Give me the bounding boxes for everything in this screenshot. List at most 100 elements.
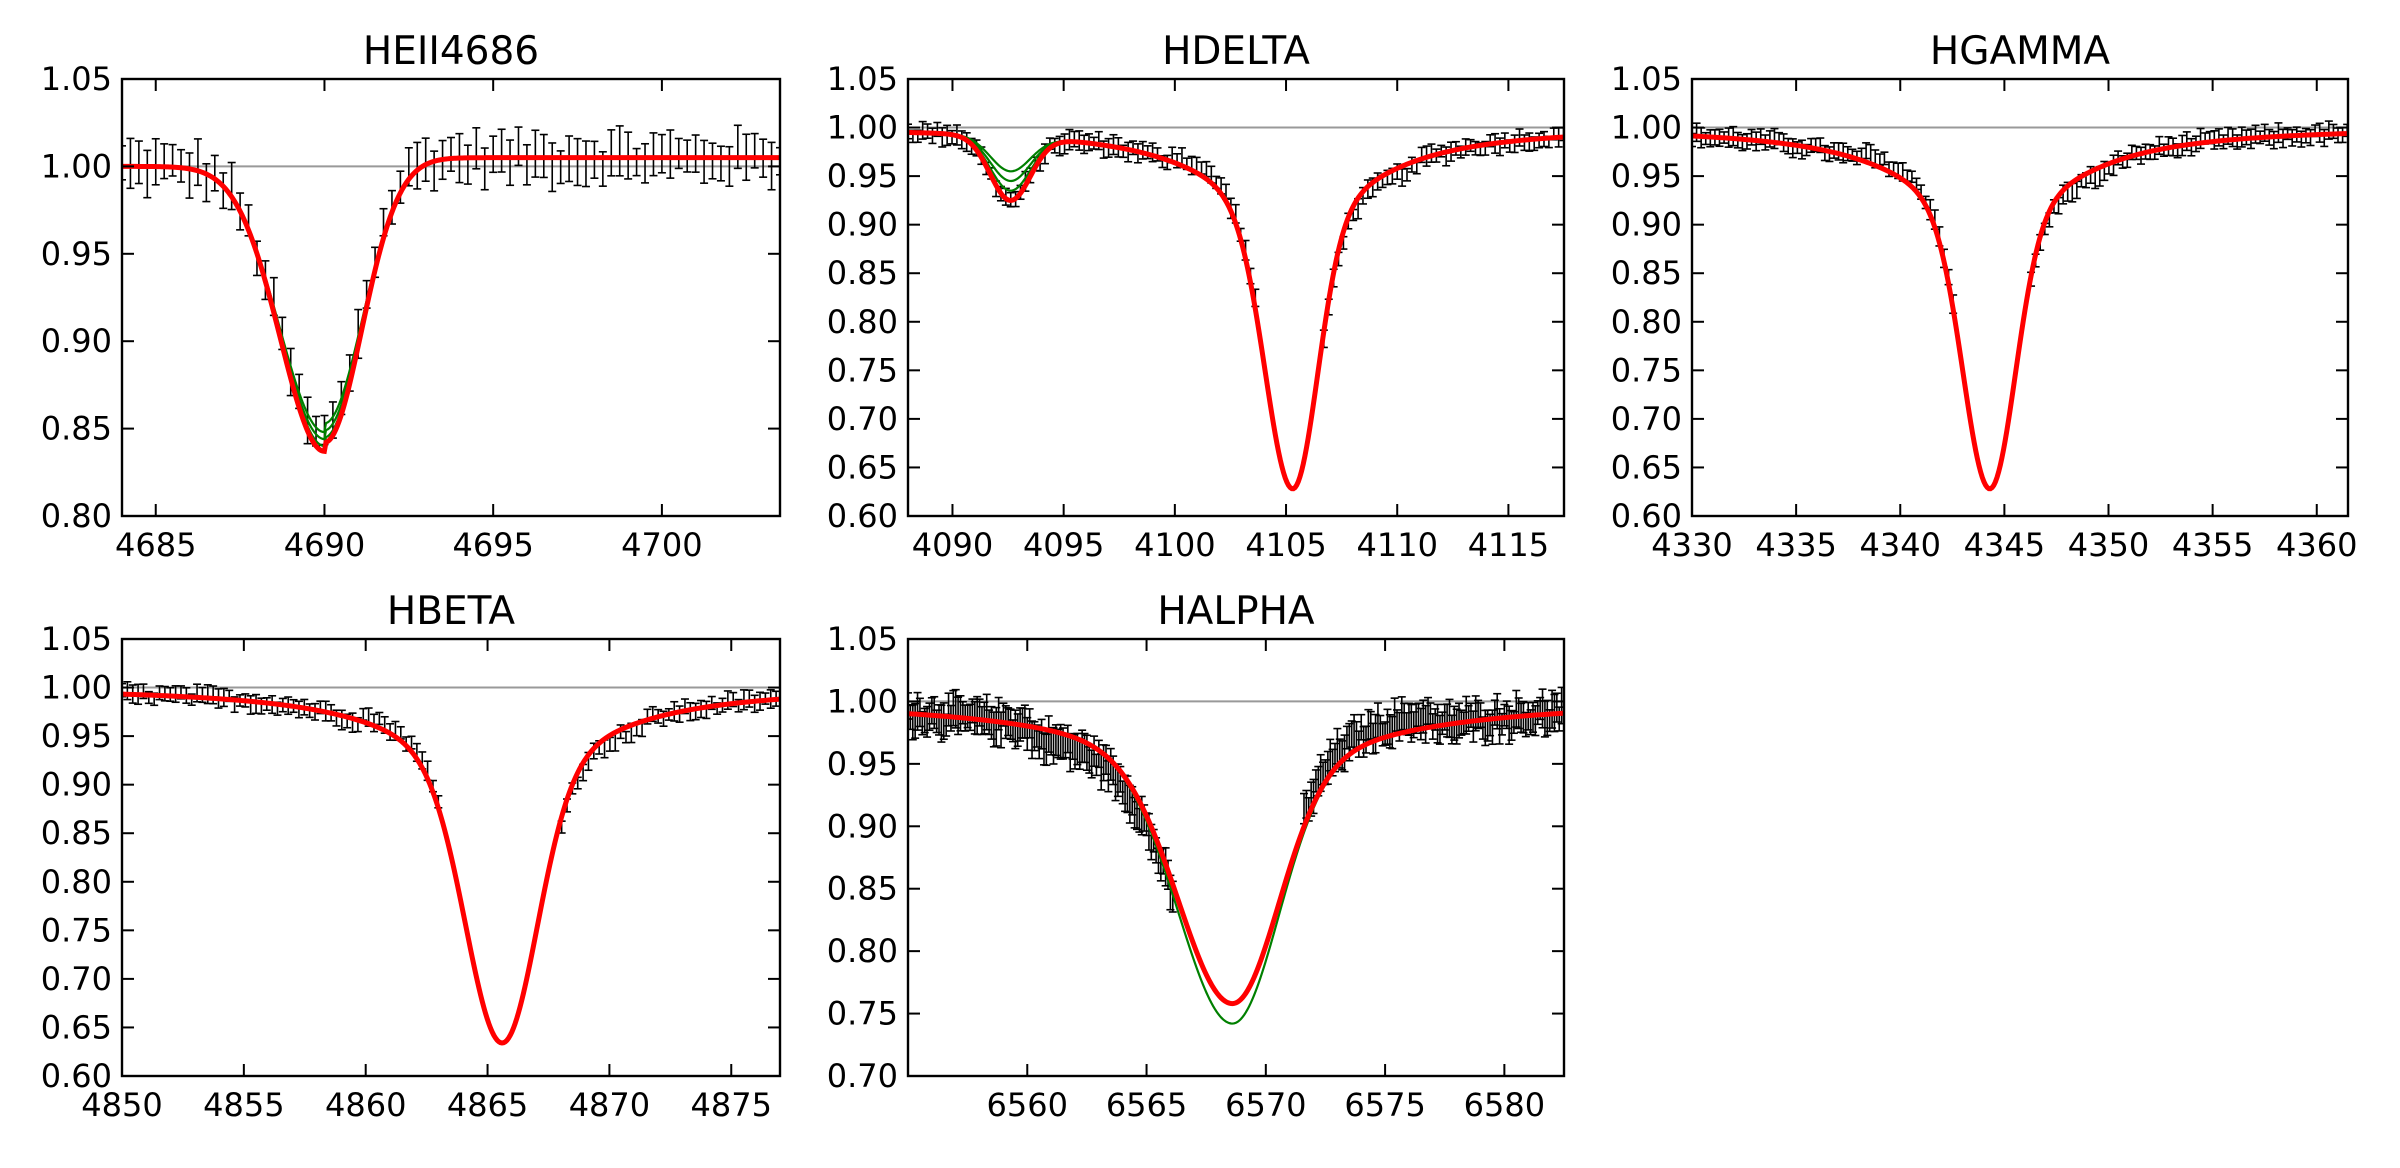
y-tick-label: 0.70 — [827, 400, 898, 438]
data-point — [1515, 128, 1524, 147]
data-point — [1474, 699, 1483, 730]
x-tick-label: 4865 — [447, 1086, 528, 1124]
y-tick-label: 0.70 — [41, 960, 112, 998]
y-tick-label: 0.75 — [827, 995, 898, 1033]
plot-area-hdelta — [908, 120, 1564, 492]
data-point — [2306, 128, 2315, 147]
y-tick-label: 0.75 — [827, 351, 898, 389]
data-point — [463, 144, 472, 185]
data-point — [210, 154, 219, 192]
x-tick-label: 4855 — [203, 1086, 284, 1124]
y-tick-label: 1.00 — [827, 109, 898, 147]
y-tick-label: 0.75 — [1611, 351, 1682, 389]
data-point — [708, 142, 717, 180]
y-tick-label: 0.80 — [827, 932, 898, 970]
data-point — [649, 132, 658, 177]
data-point — [522, 143, 531, 186]
x-tick-label: 4690 — [284, 526, 365, 564]
panel-title-hbeta: HBETA — [387, 589, 516, 634]
y-tick-label: 1.00 — [827, 682, 898, 720]
plot-area-halpha — [908, 686, 1564, 1025]
panel-title-halpha: HALPHA — [1157, 589, 1315, 634]
series-best-fit — [122, 691, 780, 1046]
x-tick-label: 4360 — [2276, 526, 2357, 564]
data-point — [918, 120, 927, 140]
axes-frame-hdelta — [906, 77, 1566, 518]
x-tick-label: 6565 — [1106, 1086, 1187, 1124]
data-point — [581, 140, 590, 188]
series-best-fit — [1692, 131, 2348, 492]
y-tick-label: 0.65 — [41, 1008, 112, 1046]
x-tick-label: 6580 — [1464, 1086, 1545, 1124]
data-point — [1495, 707, 1504, 745]
plot-area-hbeta — [122, 680, 780, 1046]
data-point — [489, 135, 498, 174]
x-tick-label: 4685 — [115, 526, 196, 564]
data-point — [472, 127, 481, 170]
panel-hgamma: HGAMMA 4330 4335 4340 4345 4350 4355 4360 0.60 0… — [1611, 29, 2358, 564]
x-tick-label: 4100 — [1134, 526, 1215, 564]
panel-title-hgamma: HGAMMA — [1930, 29, 2111, 74]
axes-frame-hgamma — [1690, 77, 2350, 518]
y-tick-label: 0.60 — [41, 1057, 112, 1095]
data-point — [938, 127, 947, 148]
data-point — [632, 147, 641, 177]
data-point — [1055, 135, 1064, 157]
y-tick-label: 0.95 — [41, 235, 112, 273]
data-point — [725, 145, 734, 187]
data-point — [657, 133, 666, 174]
data-point — [641, 142, 650, 184]
y-tick-label: 0.85 — [827, 254, 898, 292]
series-best-fit — [908, 129, 1564, 492]
data-point — [1543, 699, 1552, 737]
data-point — [531, 129, 540, 178]
data-point — [2274, 122, 2283, 144]
y-tick-label: 0.85 — [41, 410, 112, 448]
data-point — [573, 137, 582, 187]
x-tick-label: 4355 — [2172, 526, 2253, 564]
y-tick-label: 0.90 — [827, 807, 898, 845]
y-tick-label: 1.00 — [41, 669, 112, 707]
y-tick-label: 1.00 — [41, 147, 112, 185]
data-point — [447, 136, 455, 172]
data-point — [1462, 695, 1471, 735]
data-point — [193, 138, 202, 187]
data-point — [1403, 167, 1412, 182]
data-point — [168, 143, 177, 177]
axes-frame-hbeta — [120, 637, 782, 1078]
x-tick-label: 6560 — [987, 1086, 1068, 1124]
x-tick-label: 4335 — [1755, 526, 1836, 564]
y-tick-label: 1.05 — [1611, 60, 1682, 98]
series-best-fit — [122, 155, 780, 455]
y-tick-label: 0.95 — [827, 157, 898, 195]
y-tick-label: 0.80 — [41, 863, 112, 901]
x-tick-label: 4090 — [912, 526, 993, 564]
x-tick-label: 4875 — [691, 1086, 772, 1124]
x-tick-label: 4700 — [621, 526, 702, 564]
y-tick-label: 0.95 — [827, 745, 898, 783]
data-point — [548, 142, 557, 193]
panel-halpha: HALPHA 6560 6565 6570 6575 6580 0.70 0.75 0.80 0… — [827, 589, 1566, 1124]
panel-title-heii4686: HEII4686 — [363, 29, 539, 74]
data-point — [2109, 154, 2118, 177]
data-point — [674, 137, 683, 170]
data-point — [691, 134, 700, 173]
y-tick-label: 1.05 — [41, 620, 112, 658]
data-point — [413, 141, 422, 190]
data-point — [185, 152, 194, 199]
data-point — [1770, 127, 1779, 150]
y-tick-label: 0.90 — [41, 766, 112, 804]
panel-hdelta: HDELTA 4090 4095 4100 4105 4110 4115 0.60 0.65 0… — [827, 29, 1566, 564]
y-tick-label: 0.75 — [41, 911, 112, 949]
data-point — [227, 161, 236, 211]
data-point — [421, 137, 430, 183]
data-point — [716, 145, 725, 182]
y-tick-label: 0.65 — [1611, 448, 1682, 486]
x-tick-label: 4095 — [1023, 526, 1104, 564]
y-tick-label: 0.85 — [827, 870, 898, 908]
y-tick-label: 0.95 — [41, 717, 112, 755]
data-point — [497, 128, 506, 173]
x-tick-label: 4860 — [325, 1086, 406, 1124]
y-tick-label: 0.60 — [1611, 497, 1682, 535]
